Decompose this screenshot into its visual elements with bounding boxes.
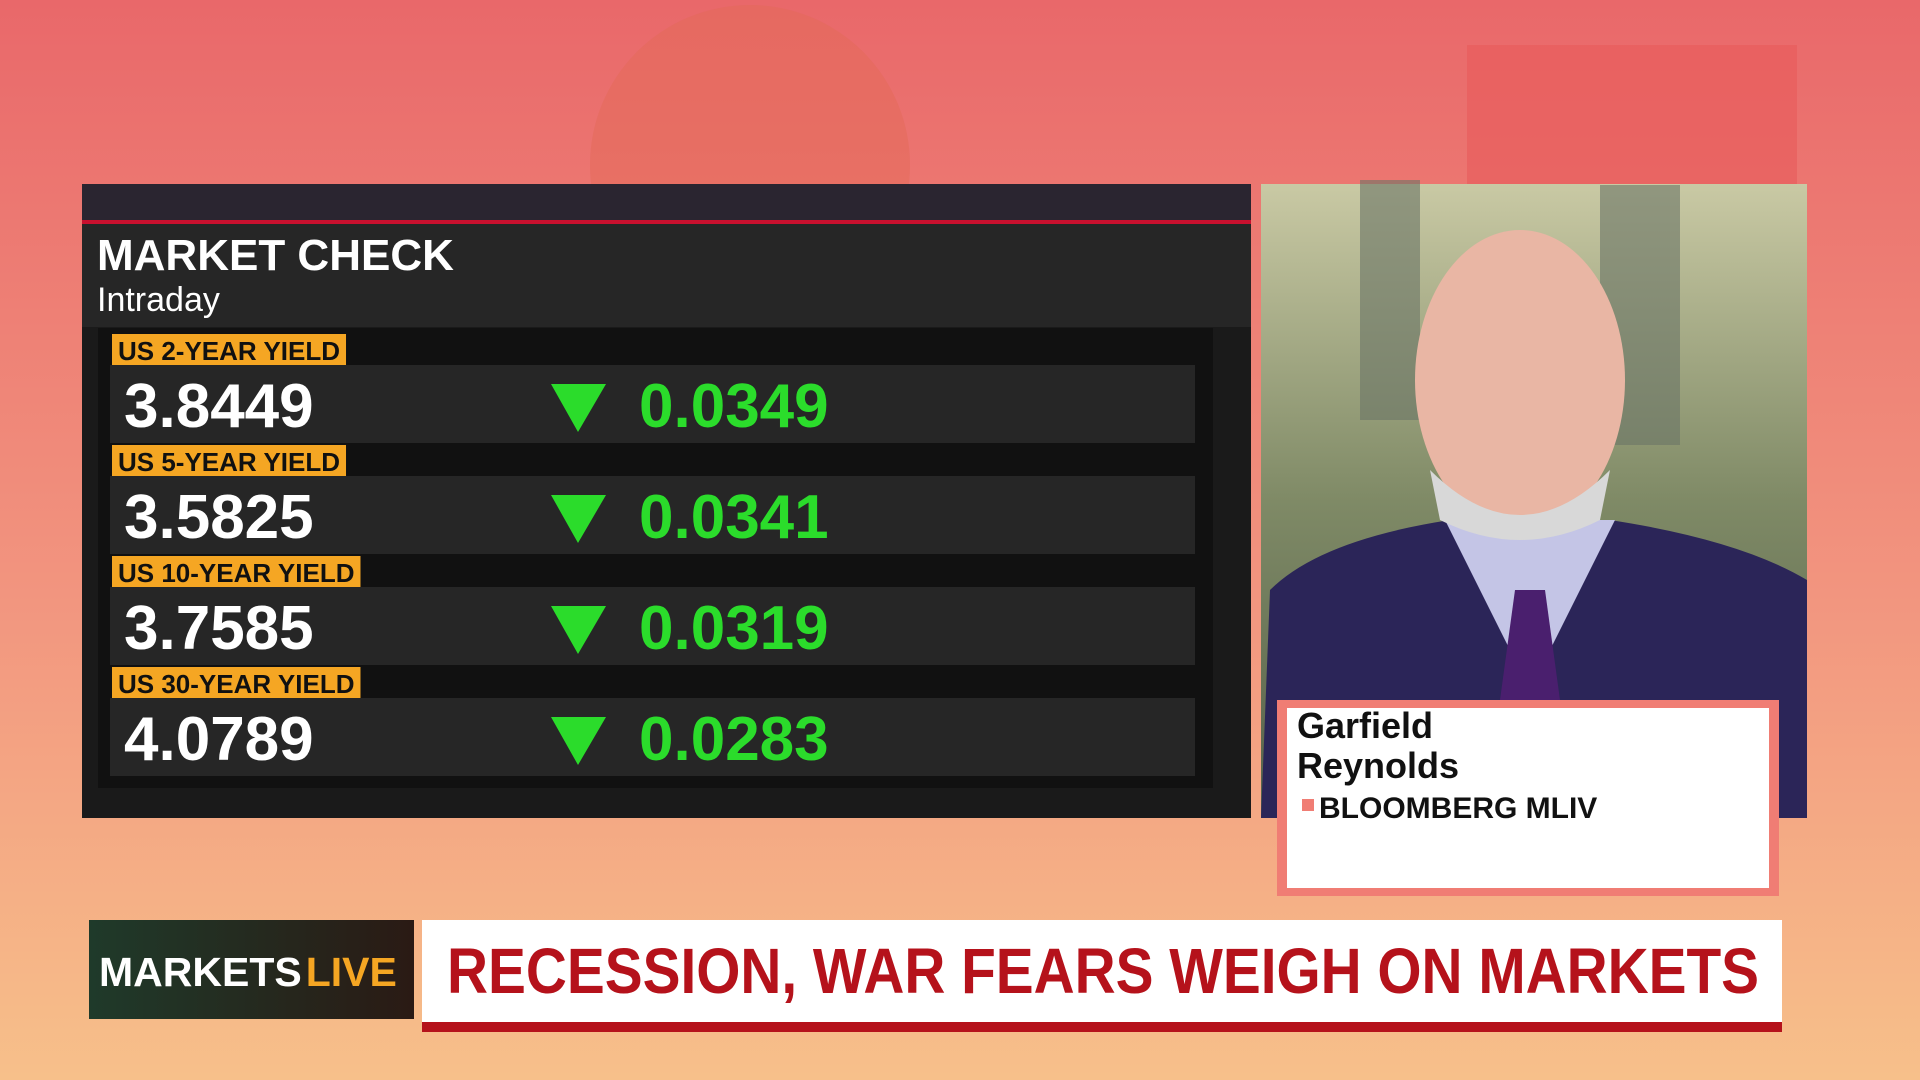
row-change: 0.0341 [639,483,829,552]
row-bar [110,365,1195,443]
row-label: US 5-YEAR YIELD [118,447,340,477]
panel-title: MARKET CHECK [97,231,454,280]
row-label: US 30-YEAR YIELD [118,669,354,699]
row-label: US 10-YEAR YIELD [118,558,354,588]
panel-title-bar [82,224,1251,327]
down-arrow [551,717,606,765]
brand-box [89,920,414,1019]
row-value: 3.8449 [124,372,314,441]
guest-face [1415,230,1625,530]
guest-name: Garfield [1297,705,1433,746]
row-label-box [112,667,361,698]
bullet [1302,799,1314,811]
row-change: 0.0349 [639,372,829,441]
down-arrow [551,384,606,432]
guest-beard [1430,470,1610,540]
panel-header-strip [82,184,1251,224]
brand-word: MARKETS [99,949,302,995]
brand: MARKETSLIVE [99,949,397,995]
name-card [1287,708,1769,888]
row-label-box [112,556,361,587]
row-bar [110,587,1195,665]
row-bar [110,476,1195,554]
panel-accent [82,220,1251,224]
building [1360,180,1420,420]
row-value: 4.0789 [124,705,314,774]
panel-subtitle: Intraday [97,281,220,319]
row-value: 3.7585 [124,594,314,663]
row-bar [110,698,1195,776]
guest-name: Reynolds [1297,745,1459,786]
row-change: 0.0283 [639,705,829,774]
row-value: 3.5825 [124,483,314,552]
down-arrow [551,606,606,654]
headline: RECESSION, WAR FEARS WEIGH ON MARKETS [447,935,1759,1007]
row-label-box [112,334,347,365]
down-arrow [551,495,606,543]
guest-affiliation: BLOOMBERG MLIV [1319,792,1597,825]
row-change: 0.0319 [639,594,829,663]
row-label: US 2-YEAR YIELD [118,336,340,366]
headline-box [422,920,1782,1032]
guest-tie [1500,590,1560,700]
row-label-box [112,445,347,476]
headline-underline [422,1022,1782,1032]
brand-word: LIVE [306,949,397,995]
